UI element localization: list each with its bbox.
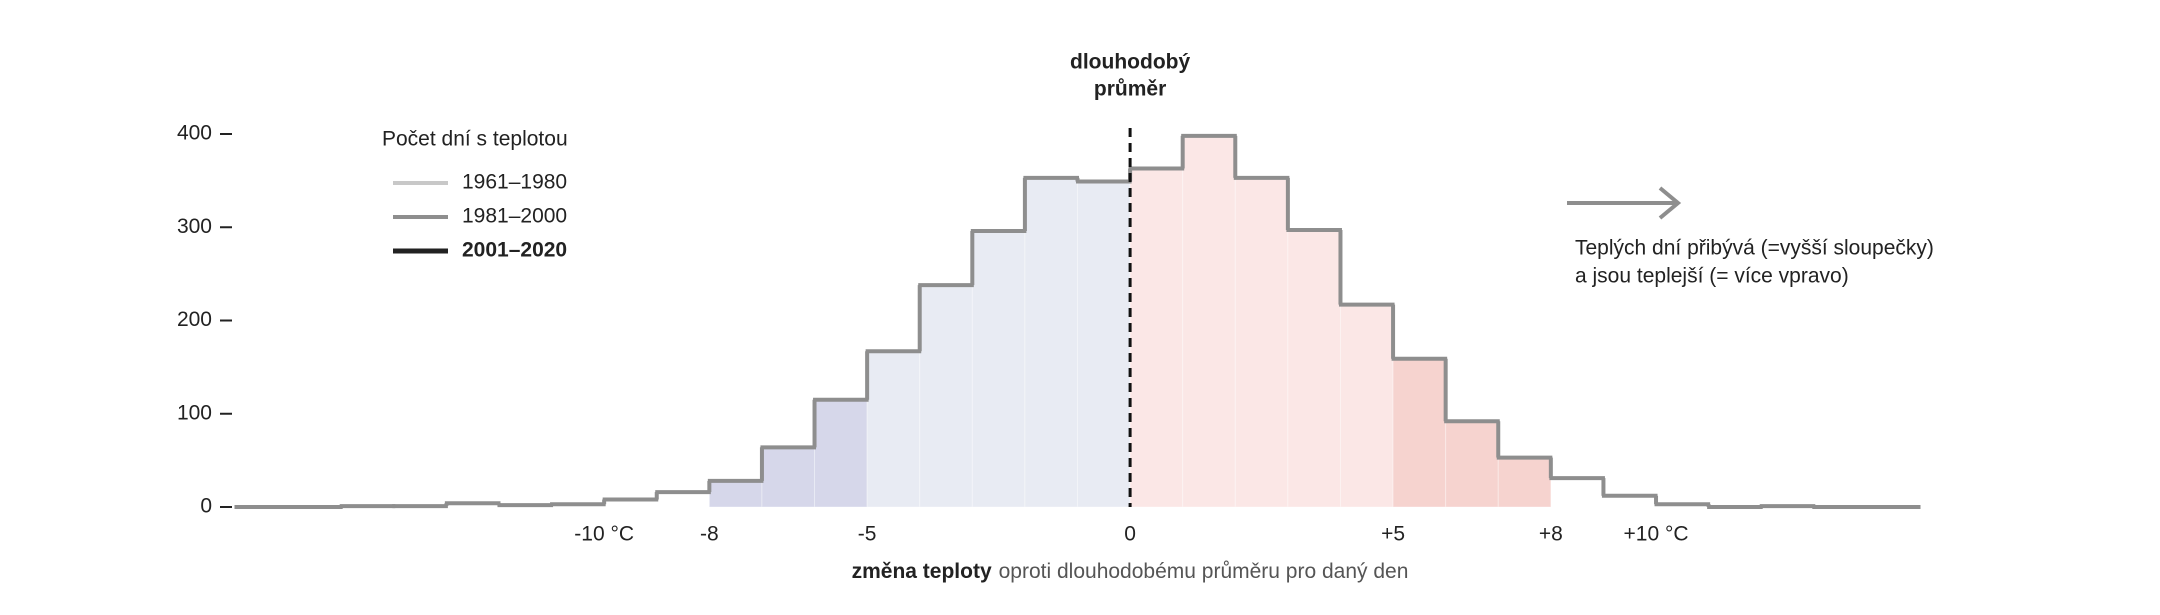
bar-fill <box>1339 304 1394 508</box>
x-axis-label-part: oproti dlouhodobému průměru pro daný den <box>999 560 1409 583</box>
reference-label: průměr <box>1094 78 1166 101</box>
bar-fill <box>971 230 1026 508</box>
y-tick-label: 300 <box>177 215 212 238</box>
bar-fill <box>1024 177 1078 508</box>
bar-fill <box>1445 420 1499 508</box>
x-axis-label: změna teploty oproti dlouhodobému průměru… <box>852 560 1409 583</box>
y-tick-label: 400 <box>177 122 212 145</box>
arrow-head <box>1658 186 1682 220</box>
annotation: Teplých dní přibývá (=vyšší sloupečky) <box>1575 237 1934 260</box>
bar-fill <box>1392 358 1447 508</box>
x-tick-label: 0 <box>1124 523 1136 546</box>
annotation: a jsou teplejší (= více vpravo) <box>1575 265 1849 288</box>
bar-fill <box>1077 181 1131 508</box>
y-tick-label: 0 <box>200 495 212 518</box>
x-tick-label: -8 <box>700 523 719 546</box>
bar-fill <box>1234 177 1289 508</box>
bar-fill <box>1287 229 1341 508</box>
reference-label: dlouhodobý <box>1070 51 1190 74</box>
bar-fill <box>708 480 763 508</box>
x-tick-label: +5 <box>1381 523 1405 546</box>
bar-fill <box>1182 135 1236 508</box>
bar-fill <box>1129 168 1184 508</box>
legend-label: 2001–2020 <box>462 239 567 262</box>
bar-fill <box>919 284 973 508</box>
y-tick-label: 100 <box>177 401 212 424</box>
bar-fill <box>814 399 868 508</box>
y-tick-label: 200 <box>177 308 212 331</box>
x-tick-label: -5 <box>858 523 877 546</box>
legend-title: Počet dní s teplotou <box>382 128 568 151</box>
bar-fill <box>1497 457 1552 508</box>
x-axis-label-part: změna teploty <box>852 560 992 583</box>
x-tick-label: -10 °C <box>574 523 634 546</box>
bar-fill <box>866 350 921 508</box>
x-tick-label: +10 °C <box>1624 523 1689 546</box>
legend-label: 1981–2000 <box>462 205 567 228</box>
x-tick-label: +8 <box>1539 523 1563 546</box>
bar-fill <box>761 446 816 508</box>
legend-label: 1961–1980 <box>462 171 567 194</box>
